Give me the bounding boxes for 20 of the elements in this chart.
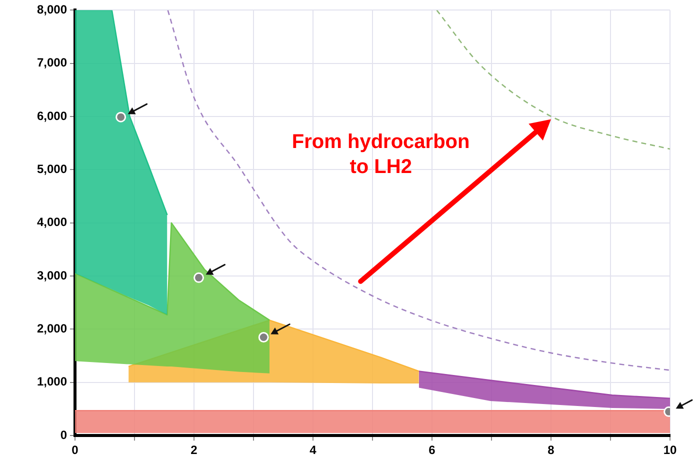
y-tick-label: 7,000 <box>36 56 68 70</box>
x-tick-label: 2 <box>190 443 198 458</box>
y-tick-label: 2,000 <box>36 322 68 336</box>
line-series <box>167 10 670 371</box>
y-tick-label: 5,000 <box>36 162 68 176</box>
y-tick-label: 3,000 <box>36 268 68 282</box>
x-tick-label: 0 <box>72 443 79 458</box>
x-tick-label: 10 <box>663 443 677 458</box>
y-tick-label: 4,000 <box>36 215 68 230</box>
annotation: From hydrocarbon to LH2 <box>290 130 471 180</box>
y-tick-label: 0 <box>60 428 68 442</box>
point <box>116 112 126 122</box>
point <box>258 332 269 342</box>
x-tick-label: 8 <box>548 443 555 458</box>
y-tick-label: 6,000 <box>36 108 68 123</box>
y-tick-label: 1,000 <box>36 374 68 389</box>
x-tick-label: 6 <box>428 443 436 458</box>
point <box>194 272 204 283</box>
x-tick-label: 4 <box>310 443 317 458</box>
y-tick-label: 8,000 <box>36 2 68 17</box>
